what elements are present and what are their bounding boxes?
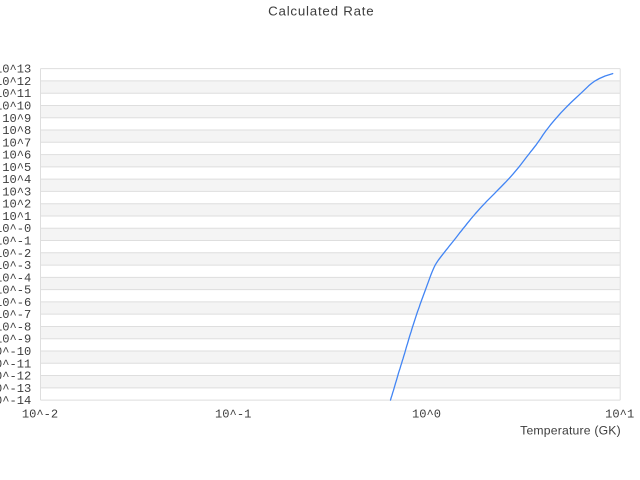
svg-text:Calculated Rate: Calculated Rate: [268, 4, 374, 19]
svg-text:10^12: 10^12: [0, 75, 31, 89]
svg-text:10^13: 10^13: [0, 63, 31, 77]
svg-text:10^1: 10^1: [605, 408, 634, 422]
svg-text:10^2: 10^2: [2, 198, 31, 212]
svg-text:10^5: 10^5: [2, 161, 31, 175]
svg-text:10^-0: 10^-0: [0, 222, 31, 236]
svg-text:10^-3: 10^-3: [0, 259, 31, 273]
svg-text:10^-12: 10^-12: [0, 370, 31, 384]
svg-text:10^9: 10^9: [2, 112, 31, 126]
svg-text:10^-1: 10^-1: [215, 408, 251, 422]
svg-text:10^-5: 10^-5: [0, 284, 31, 298]
svg-text:10^8: 10^8: [2, 124, 31, 138]
svg-text:Temperature (GK): Temperature (GK): [520, 424, 621, 438]
svg-text:10^-4: 10^-4: [0, 271, 31, 285]
svg-text:10^-2: 10^-2: [0, 247, 31, 261]
svg-text:10^-8: 10^-8: [0, 320, 31, 334]
svg-text:10^3: 10^3: [2, 185, 31, 199]
svg-text:10^4: 10^4: [2, 173, 31, 187]
svg-text:10^-11: 10^-11: [0, 357, 31, 371]
svg-text:10^-6: 10^-6: [0, 296, 31, 310]
svg-text:10^10: 10^10: [0, 99, 31, 113]
svg-text:10^1: 10^1: [2, 210, 31, 224]
svg-text:10^-14: 10^-14: [0, 394, 31, 408]
svg-text:10^0: 10^0: [412, 408, 441, 422]
svg-text:10^6: 10^6: [2, 149, 31, 163]
svg-text:10^-1: 10^-1: [0, 235, 31, 249]
svg-text:10^-9: 10^-9: [0, 333, 31, 347]
svg-text:10^-13: 10^-13: [0, 382, 31, 396]
svg-text:10^7: 10^7: [2, 136, 31, 150]
svg-text:10^-10: 10^-10: [0, 345, 31, 359]
svg-text:10^-2: 10^-2: [22, 408, 58, 422]
svg-text:10^-7: 10^-7: [0, 308, 31, 322]
svg-text:10^11: 10^11: [0, 87, 31, 101]
